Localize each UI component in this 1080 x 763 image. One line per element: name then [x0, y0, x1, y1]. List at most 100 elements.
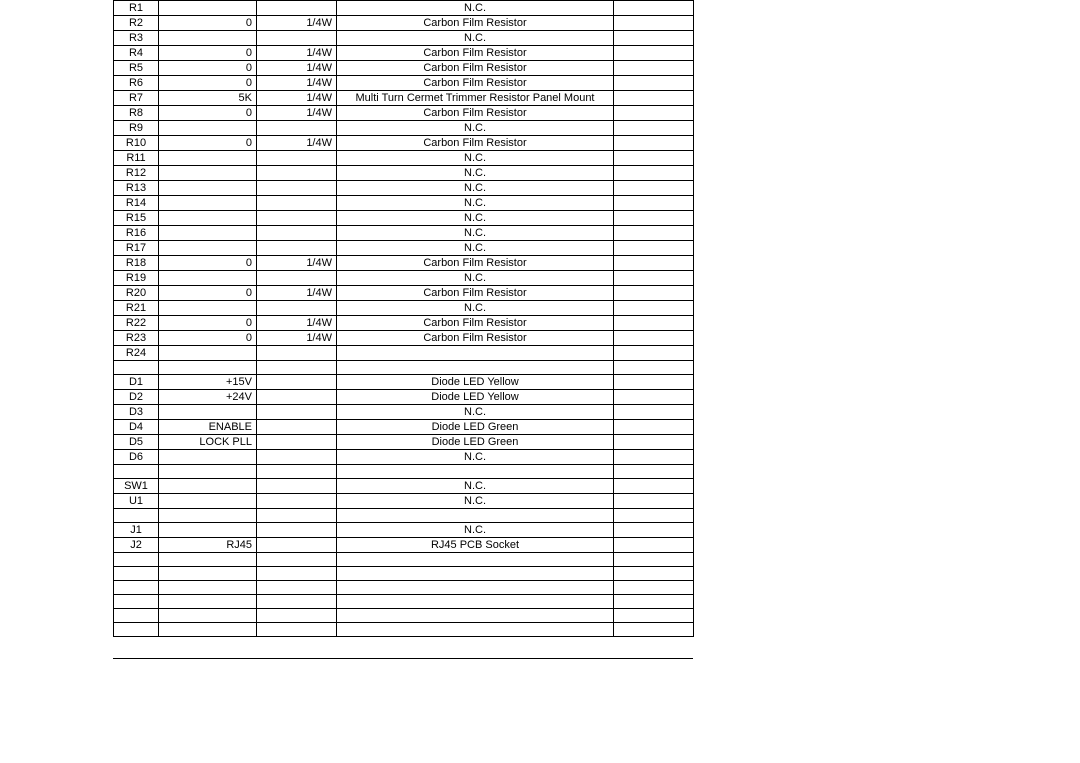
description-cell: Carbon Film Resistor	[337, 136, 614, 151]
ref-cell: D4	[114, 420, 159, 435]
ref-cell: R15	[114, 211, 159, 226]
value-cell: 0	[159, 76, 257, 91]
description-cell: Multi Turn Cermet Trimmer Resistor Panel…	[337, 91, 614, 106]
extra-cell	[614, 46, 694, 61]
table-row: R601/4WCarbon Film Resistor	[114, 76, 694, 91]
extra-cell	[614, 286, 694, 301]
table-row: R801/4WCarbon Film Resistor	[114, 106, 694, 121]
table-row: R3N.C.	[114, 31, 694, 46]
table-row	[114, 623, 694, 637]
table-row: D3N.C.	[114, 405, 694, 420]
ref-cell: R22	[114, 316, 159, 331]
description-cell: Carbon Film Resistor	[337, 316, 614, 331]
value-cell: ENABLE	[159, 420, 257, 435]
rating-cell	[257, 450, 337, 465]
value-cell	[159, 211, 257, 226]
ref-cell: R4	[114, 46, 159, 61]
description-cell: N.C.	[337, 241, 614, 256]
description-cell	[337, 465, 614, 479]
rating-cell: 1/4W	[257, 16, 337, 31]
extra-cell	[614, 256, 694, 271]
table-row	[114, 567, 694, 581]
rating-cell	[257, 301, 337, 316]
rating-cell: 1/4W	[257, 61, 337, 76]
ref-cell: D6	[114, 450, 159, 465]
table-row: D6N.C.	[114, 450, 694, 465]
extra-cell	[614, 465, 694, 479]
extra-cell	[614, 553, 694, 567]
description-cell: RJ45 PCB Socket	[337, 538, 614, 553]
table-row: R501/4WCarbon Film Resistor	[114, 61, 694, 76]
ref-cell: R10	[114, 136, 159, 151]
value-cell	[159, 166, 257, 181]
ref-cell: R5	[114, 61, 159, 76]
rating-cell: 1/4W	[257, 106, 337, 121]
extra-cell	[614, 226, 694, 241]
horizontal-rule	[113, 658, 693, 659]
table-row	[114, 361, 694, 375]
ref-cell	[114, 465, 159, 479]
description-cell: N.C.	[337, 226, 614, 241]
rating-cell	[257, 435, 337, 450]
table-row: J2RJ45RJ45 PCB Socket	[114, 538, 694, 553]
table-row: D4ENABLE Diode LED Green	[114, 420, 694, 435]
value-cell	[159, 361, 257, 375]
extra-cell	[614, 623, 694, 637]
table-row: R17N.C.	[114, 241, 694, 256]
rating-cell	[257, 166, 337, 181]
value-cell: RJ45	[159, 538, 257, 553]
extra-cell	[614, 196, 694, 211]
rating-cell: 1/4W	[257, 286, 337, 301]
bom-table: R1N.C.R201/4WCarbon Film ResistorR3N.C.R…	[113, 0, 694, 637]
value-cell: 0	[159, 136, 257, 151]
extra-cell	[614, 346, 694, 361]
rating-cell	[257, 595, 337, 609]
rating-cell	[257, 567, 337, 581]
ref-cell: R18	[114, 256, 159, 271]
value-cell: 0	[159, 16, 257, 31]
ref-cell: R1	[114, 1, 159, 16]
value-cell: 0	[159, 46, 257, 61]
description-cell: N.C.	[337, 151, 614, 166]
description-cell: N.C.	[337, 121, 614, 136]
extra-cell	[614, 151, 694, 166]
description-cell: Carbon Film Resistor	[337, 286, 614, 301]
extra-cell	[614, 361, 694, 375]
value-cell: +15V	[159, 375, 257, 390]
table-row: R1001/4WCarbon Film Resistor	[114, 136, 694, 151]
ref-cell: R23	[114, 331, 159, 346]
value-cell	[159, 1, 257, 16]
rating-cell	[257, 509, 337, 523]
value-cell: 0	[159, 316, 257, 331]
description-cell	[337, 623, 614, 637]
value-cell	[159, 494, 257, 509]
extra-cell	[614, 450, 694, 465]
value-cell	[159, 567, 257, 581]
ref-cell	[114, 567, 159, 581]
rating-cell: 1/4W	[257, 256, 337, 271]
rating-cell: 1/4W	[257, 76, 337, 91]
ref-cell	[114, 361, 159, 375]
value-cell	[159, 241, 257, 256]
value-cell: 0	[159, 106, 257, 121]
rating-cell: 1/4W	[257, 316, 337, 331]
value-cell	[159, 581, 257, 595]
ref-cell: R19	[114, 271, 159, 286]
value-cell	[159, 226, 257, 241]
ref-cell: SW1	[114, 479, 159, 494]
description-cell: N.C.	[337, 181, 614, 196]
description-cell: Carbon Film Resistor	[337, 46, 614, 61]
extra-cell	[614, 494, 694, 509]
value-cell	[159, 553, 257, 567]
rating-cell	[257, 494, 337, 509]
description-cell	[337, 346, 614, 361]
description-cell: N.C.	[337, 494, 614, 509]
ref-cell: R8	[114, 106, 159, 121]
rating-cell: 1/4W	[257, 331, 337, 346]
extra-cell	[614, 91, 694, 106]
description-cell: Diode LED Green	[337, 420, 614, 435]
extra-cell	[614, 271, 694, 286]
value-cell: 0	[159, 61, 257, 76]
rating-cell	[257, 523, 337, 538]
rating-cell	[257, 151, 337, 166]
